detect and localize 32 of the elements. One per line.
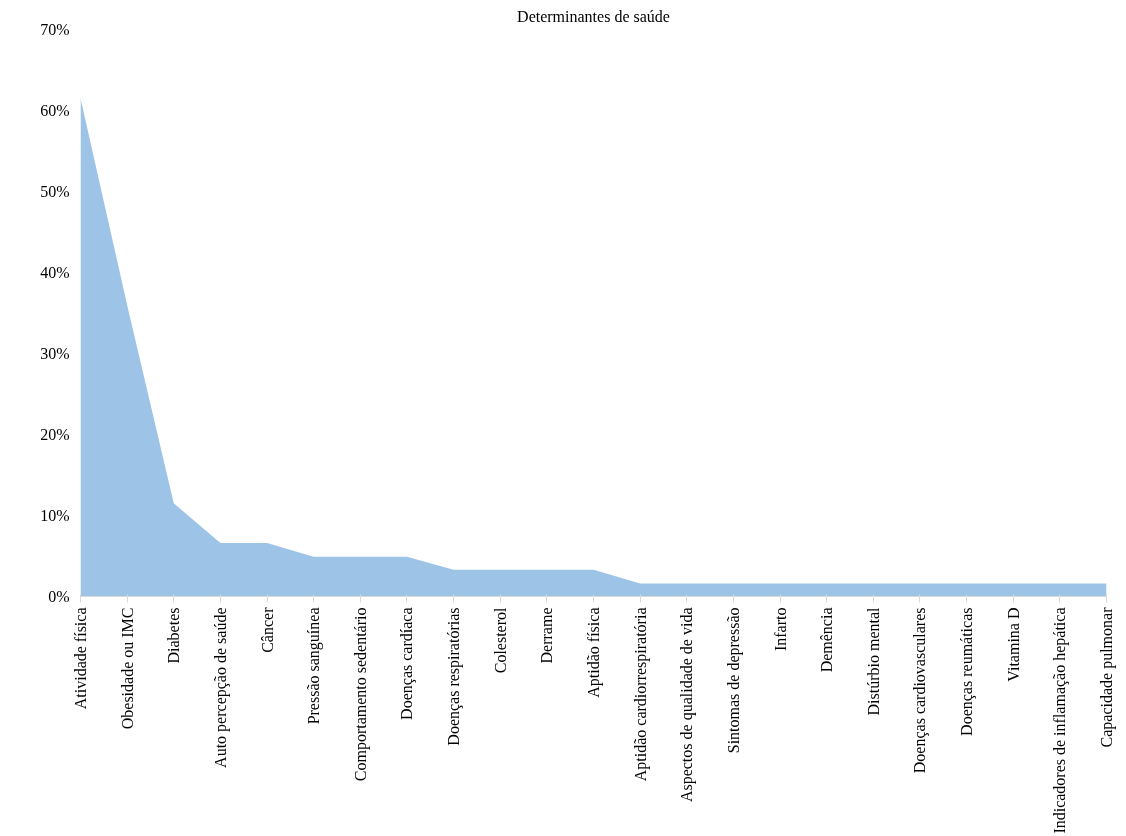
- chart-title: Determinantes de saúde: [517, 7, 670, 25]
- y-tick-label: 0%: [48, 588, 70, 605]
- y-tick-label: 30%: [40, 345, 70, 362]
- x-tick-label: Doenças reumáticas: [958, 607, 977, 736]
- x-tick-label: Doenças respiratórias: [445, 607, 464, 746]
- x-tick-label: Distúrbio mental: [864, 606, 882, 716]
- x-tick-label: Aptidão cardiorrespiratória: [631, 607, 650, 782]
- x-tick-label: Sintomas de depressão: [724, 607, 743, 754]
- x-tick-label: Demência: [818, 607, 836, 673]
- x-tick-label: Vitamina D: [1004, 607, 1022, 682]
- x-tick-label: Comportamento sedentário: [351, 607, 370, 782]
- y-tick-label: 60%: [40, 102, 70, 119]
- x-tick-label: Auto percepção de saúde: [211, 607, 230, 768]
- x-tick-label: Aspectos de qualidade de vida: [678, 607, 697, 803]
- x-tick-label: Atividade física: [72, 607, 89, 710]
- y-tick-label: 20%: [40, 426, 70, 443]
- y-tick-label: 50%: [40, 183, 70, 200]
- y-tick-label: 10%: [40, 507, 70, 524]
- x-tick-label: Doenças cardíaca: [398, 607, 417, 720]
- x-tick-label: Doenças cardiovasculares: [911, 607, 930, 774]
- x-tick-label: Indicadores de inflamação hepática: [1051, 607, 1070, 834]
- y-tick-label: 70%: [40, 21, 70, 38]
- x-tick-label: Obesidade ou IMC: [118, 607, 136, 730]
- x-tick-label: Derrame: [538, 607, 556, 664]
- x-tick-label: Câncer: [258, 606, 276, 653]
- x-tick-label: Colesterol: [491, 606, 509, 674]
- x-tick-label: Infarto: [771, 607, 789, 652]
- y-tick-label: 40%: [40, 264, 70, 281]
- x-tick-label: Aptidão física: [585, 607, 603, 698]
- x-tick-label: Capacidade pulmonar: [1098, 606, 1116, 748]
- x-tick-label: Diabetes: [165, 607, 183, 664]
- x-tick-label: Pressão sanguínea: [305, 607, 324, 725]
